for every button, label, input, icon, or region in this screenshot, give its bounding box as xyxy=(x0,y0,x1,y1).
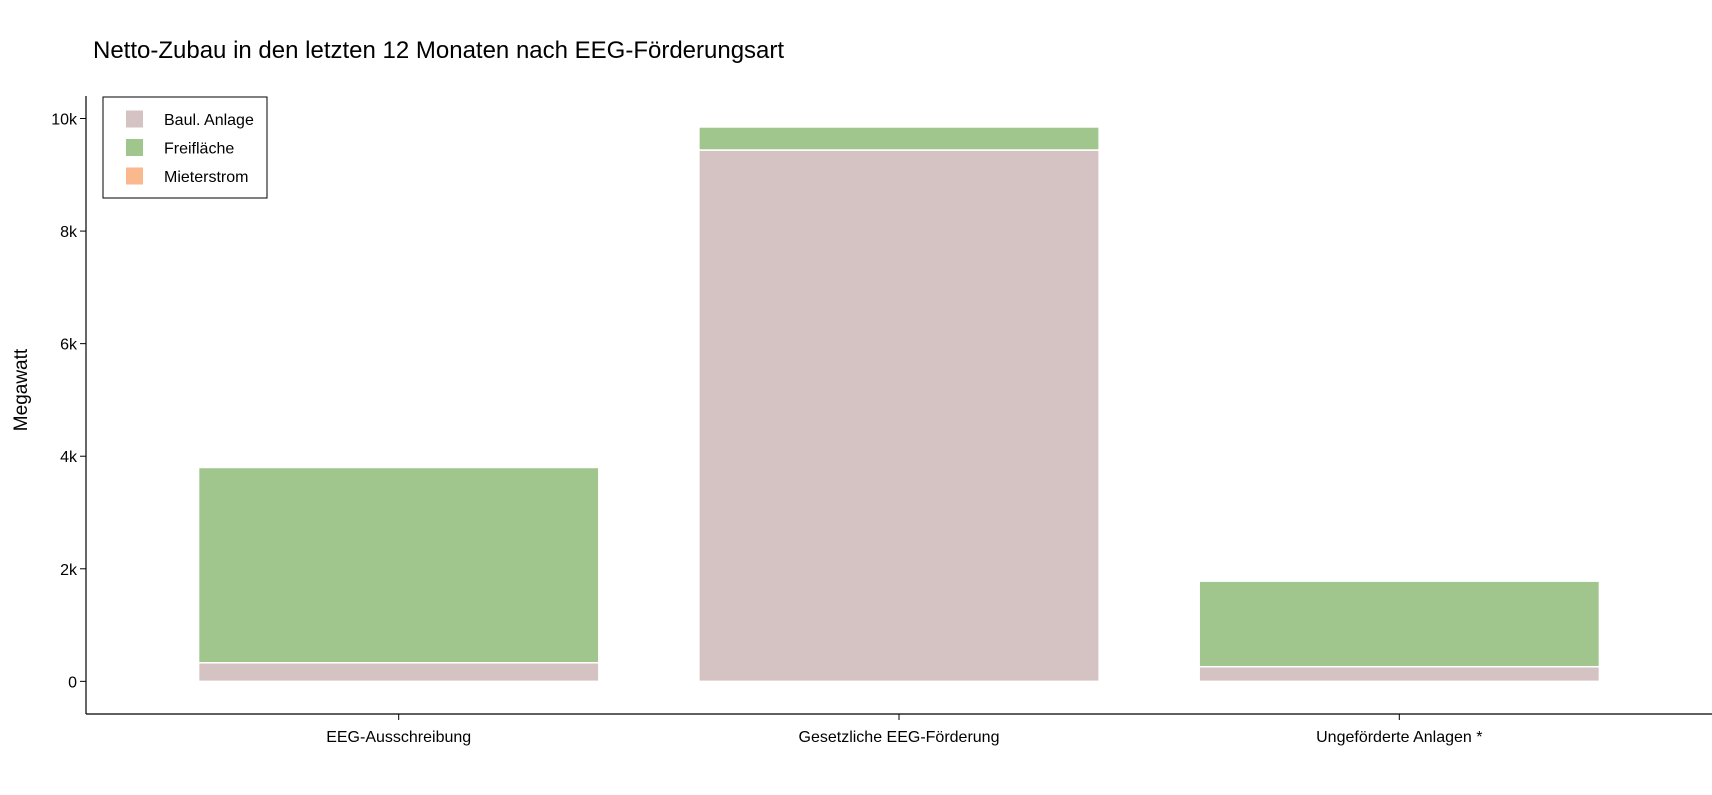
x-tick-label: EEG-Ausschreibung xyxy=(326,729,471,746)
y-tick-label: 10k xyxy=(51,112,78,129)
bars-group xyxy=(197,126,1601,683)
bar-segment xyxy=(698,126,1100,151)
bar-segment xyxy=(197,662,600,683)
x-tick-label: Ungeförderte Anlagen * xyxy=(1316,729,1482,746)
y-axis-label: Megawatt xyxy=(11,348,32,431)
y-ticks-group: 0 2k 4k 6k 8k 10k xyxy=(51,112,86,691)
legend-label: Baul. Anlage xyxy=(164,112,254,129)
legend-swatch xyxy=(126,167,143,185)
legend-swatch xyxy=(126,110,143,128)
bar-segment xyxy=(197,466,600,664)
bar-segment xyxy=(698,149,1100,683)
y-tick-label: 2k xyxy=(60,562,78,579)
legend-label: Mieterstrom xyxy=(164,169,248,186)
x-tick-label: Gesetzliche EEG-Förderung xyxy=(799,729,1000,746)
legend: Baul. Anlage Freifläche Mieterstrom xyxy=(102,96,268,199)
y-tick-label: 8k xyxy=(60,224,78,241)
legend-swatch xyxy=(126,139,143,156)
legend-label: Freifläche xyxy=(164,141,234,158)
bar-segment xyxy=(1198,580,1601,668)
y-tick-label: 4k xyxy=(60,449,78,466)
x-ticks-group: EEG-Ausschreibung Gesetzliche EEG-Förderu… xyxy=(326,714,1482,746)
y-tick-label: 0 xyxy=(68,674,77,691)
y-tick-label: 6k xyxy=(60,337,78,354)
chart-title: Netto-Zubau in den letzten 12 Monaten na… xyxy=(93,37,784,64)
bar-segment xyxy=(1198,665,1601,683)
